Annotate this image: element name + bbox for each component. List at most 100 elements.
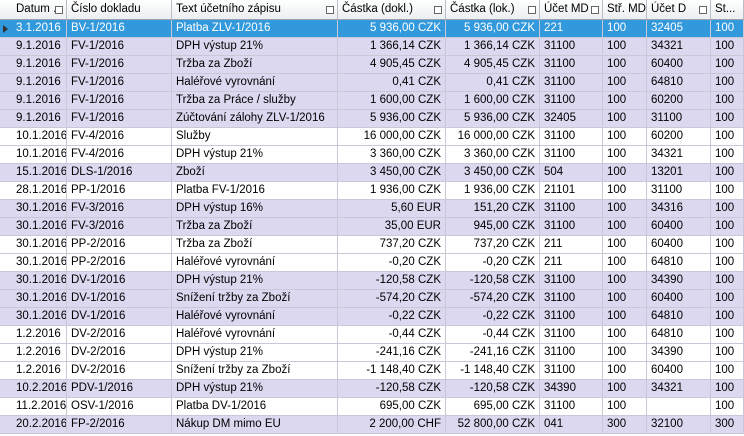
table-cell: 31100 bbox=[540, 92, 603, 109]
table-cell: 504 bbox=[540, 164, 603, 181]
table-cell: 100 bbox=[711, 128, 744, 145]
table-cell: 100 bbox=[603, 38, 647, 55]
table-cell: 28.1.2016 bbox=[12, 182, 67, 199]
column-header[interactable]: Účet MD bbox=[540, 0, 603, 19]
column-header[interactable]: Datum ... bbox=[12, 0, 67, 19]
table-cell: 15.1.2016 bbox=[12, 164, 67, 181]
table-cell: 16 000,00 CZK bbox=[446, 128, 540, 145]
table-cell: Platba FV-1/2016 bbox=[172, 182, 338, 199]
table-cell: 695,00 CZK bbox=[338, 398, 446, 415]
column-header[interactable]: St... bbox=[711, 0, 744, 19]
table-cell: FV-3/2016 bbox=[67, 200, 172, 217]
table-row[interactable]: 1.2.2016 DV-2/2016 Snížení tržby za Zboží -… bbox=[0, 362, 744, 380]
table-cell: 100 bbox=[603, 56, 647, 73]
table-cell: 100 bbox=[603, 92, 647, 109]
table-cell: 100 bbox=[603, 74, 647, 91]
table-cell: 3 360,00 CZK bbox=[338, 146, 446, 163]
table-cell: 34390 bbox=[647, 272, 711, 289]
table-row[interactable]: 1.2.2016 DV-2/2016 Haléřové vyrovnání -0,44… bbox=[0, 326, 744, 344]
column-header[interactable]: Částka (dokl.) bbox=[338, 0, 446, 19]
table-row[interactable]: 1.2.2016 DV-2/2016 DPH výstup 21% -241,16 C… bbox=[0, 344, 744, 362]
filter-icon[interactable] bbox=[699, 6, 707, 14]
table-cell: 3.1.2016 bbox=[12, 20, 67, 37]
table-cell: 5 936,00 CZK bbox=[446, 110, 540, 127]
filter-icon[interactable] bbox=[434, 6, 442, 14]
table-row[interactable]: 30.1.2016 DV-1/2016 DPH výstup 21% -120,58 … bbox=[0, 272, 744, 290]
table-cell: BV-1/2016 bbox=[67, 20, 172, 37]
table-row[interactable]: 28.1.2016 PP-1/2016 Platba FV-1/2016 1 936,… bbox=[0, 182, 744, 200]
table-cell: 100 bbox=[711, 272, 744, 289]
table-row[interactable]: 9.1.2016 FV-1/2016 Haléřové vyrovnání 0,41 … bbox=[0, 74, 744, 92]
filter-icon[interactable] bbox=[591, 6, 599, 14]
table-cell: 60200 bbox=[647, 128, 711, 145]
table-row[interactable]: 11.2.2016 OSV-1/2016 Platba DV-1/2016 695,0… bbox=[0, 398, 744, 416]
table-cell: -120,58 CZK bbox=[338, 380, 446, 397]
column-header[interactable]: Účet D bbox=[647, 0, 711, 19]
table-cell: 30.1.2016 bbox=[12, 218, 67, 235]
table-cell: 31100 bbox=[540, 272, 603, 289]
table-cell: 31100 bbox=[540, 308, 603, 325]
table-row[interactable]: 9.1.2016 FV-1/2016 Tržba za Zboží 4 905,45 … bbox=[0, 56, 744, 74]
table-cell: 100 bbox=[711, 146, 744, 163]
table-row[interactable]: 3.1.2016 BV-1/2016 Platba ZLV-1/2016 5 936,… bbox=[0, 20, 744, 38]
table-row[interactable]: 30.1.2016 FV-3/2016 DPH výstup 16% 5,60 EUR… bbox=[0, 200, 744, 218]
table-cell: 100 bbox=[711, 236, 744, 253]
table-cell: 60400 bbox=[647, 56, 711, 73]
column-header[interactable]: Číslo dokladu bbox=[67, 0, 172, 19]
table-cell: 31100 bbox=[540, 218, 603, 235]
column-header[interactable]: Částka (lok.) bbox=[446, 0, 540, 19]
filter-icon[interactable] bbox=[55, 6, 63, 14]
table-cell: 16 000,00 CZK bbox=[338, 128, 446, 145]
column-header[interactable]: Stř. MD bbox=[603, 0, 647, 19]
table-cell: Platba DV-1/2016 bbox=[172, 398, 338, 415]
table-cell: DPH výstup 21% bbox=[172, 380, 338, 397]
table-cell: 100 bbox=[711, 218, 744, 235]
table-cell: -120,58 CZK bbox=[446, 272, 540, 289]
table-cell: FV-1/2016 bbox=[67, 92, 172, 109]
table-cell: 64810 bbox=[647, 308, 711, 325]
table-row[interactable]: 9.1.2016 FV-1/2016 Tržba za Práce / služby… bbox=[0, 92, 744, 110]
table-cell: FV-1/2016 bbox=[67, 56, 172, 73]
table-cell: 31100 bbox=[540, 56, 603, 73]
table-cell: 10.2.2016 bbox=[12, 380, 67, 397]
table-cell: 10.1.2016 bbox=[12, 128, 67, 145]
table-row[interactable]: 9.1.2016 FV-1/2016 Zúčtování zálohy ZLV-1/… bbox=[0, 110, 744, 128]
table-row[interactable]: 30.1.2016 FV-3/2016 Tržba za Zboží 35,00 EU… bbox=[0, 218, 744, 236]
table-cell: 60400 bbox=[647, 218, 711, 235]
column-title: Stř. MD bbox=[607, 3, 646, 15]
table-cell: Haléřové vyrovnání bbox=[172, 74, 338, 91]
table-row[interactable]: 30.1.2016 PP-2/2016 Haléřové vyrovnání -0,2… bbox=[0, 254, 744, 272]
table-cell: -0,20 CZK bbox=[446, 254, 540, 271]
table-row[interactable]: 10.1.2016 FV-4/2016 Služby 16 000,00 CZK 16 … bbox=[0, 128, 744, 146]
table-cell: 211 bbox=[540, 236, 603, 253]
table-cell: 100 bbox=[711, 74, 744, 91]
table-cell: 1 366,14 CZK bbox=[446, 38, 540, 55]
table-cell: 041 bbox=[540, 416, 603, 433]
filter-icon[interactable] bbox=[326, 6, 334, 14]
table-row[interactable]: 10.2.2016 PDV-1/2016 DPH výstup 21% -120,58… bbox=[0, 380, 744, 398]
table-row[interactable]: 30.1.2016 PP-2/2016 Tržba za Zboží 737,20 C… bbox=[0, 236, 744, 254]
table-cell: 20.2.2016 bbox=[12, 416, 67, 433]
filter-icon[interactable] bbox=[528, 6, 536, 14]
table-row[interactable]: 30.1.2016 DV-1/2016 Haléřové vyrovnání -0,2… bbox=[0, 308, 744, 326]
table-cell: 31100 bbox=[647, 182, 711, 199]
table-cell: 151,20 CZK bbox=[446, 200, 540, 217]
table-row[interactable]: 20.2.2016 FP-2/2016 Nákup DM mimo EU 2 200,… bbox=[0, 416, 744, 434]
table-cell: 100 bbox=[711, 110, 744, 127]
table-cell: 0,41 CZK bbox=[338, 74, 446, 91]
table-row[interactable]: 15.1.2016 DLS-1/2016 Zboží 3 450,00 CZK 3 45… bbox=[0, 164, 744, 182]
table-cell: 1 366,14 CZK bbox=[338, 38, 446, 55]
table-cell: DPH výstup 16% bbox=[172, 200, 338, 217]
table-cell: 60400 bbox=[647, 236, 711, 253]
table-cell: 64810 bbox=[647, 254, 711, 271]
table-cell: DPH výstup 21% bbox=[172, 344, 338, 361]
table-cell: 4 905,45 CZK bbox=[446, 56, 540, 73]
table-row[interactable]: 9.1.2016 FV-1/2016 DPH výstup 21% 1 366,14 … bbox=[0, 38, 744, 56]
table-row[interactable]: 10.1.2016 FV-4/2016 DPH výstup 21% 3 360,00… bbox=[0, 146, 744, 164]
table-cell: -1 148,40 CZK bbox=[446, 362, 540, 379]
table-row[interactable]: 30.1.2016 DV-1/2016 Snížení tržby za Zboží… bbox=[0, 290, 744, 308]
table-cell: 100 bbox=[711, 398, 744, 415]
column-header[interactable]: Text účetního zápisu bbox=[172, 0, 338, 19]
table-cell: 100 bbox=[603, 344, 647, 361]
